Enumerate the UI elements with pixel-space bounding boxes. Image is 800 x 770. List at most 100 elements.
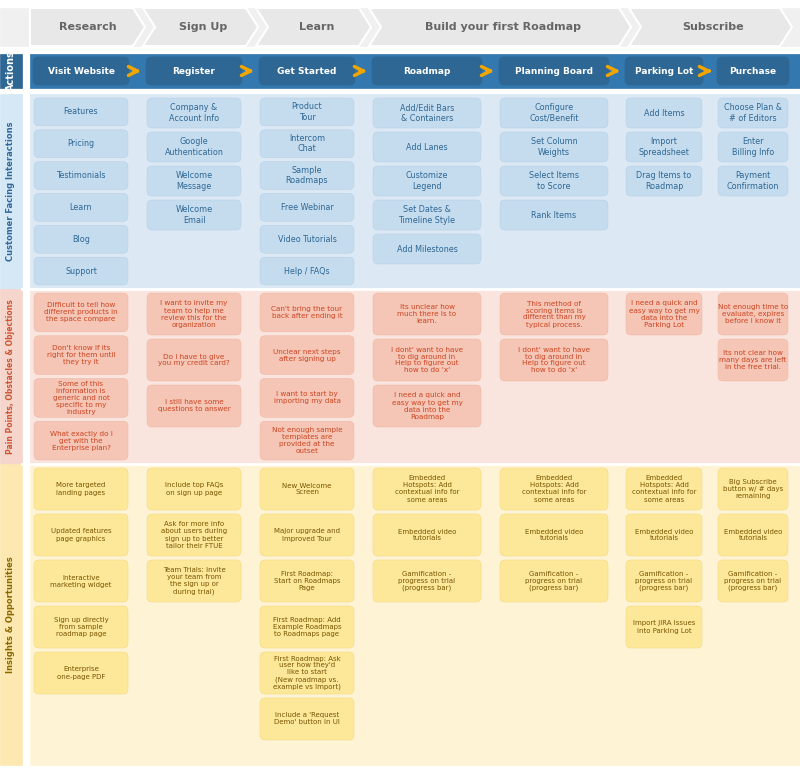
FancyBboxPatch shape [30,94,800,289]
Text: Choose Plan &
# of Editors: Choose Plan & # of Editors [724,103,782,122]
FancyBboxPatch shape [373,234,481,264]
FancyBboxPatch shape [147,98,241,128]
Text: Parking Lot: Parking Lot [635,66,693,75]
Text: Some of this
information is
generic and not
specific to my
industry: Some of this information is generic and … [53,381,110,415]
Text: Sign Up: Sign Up [179,22,228,32]
FancyBboxPatch shape [34,379,128,417]
Text: This method of
scoring items is
different than my
typical process.: This method of scoring items is differen… [522,300,586,327]
Text: I dont' want to have
to dig around in
Help to figure out
how to do 'x': I dont' want to have to dig around in He… [518,346,590,373]
Text: Free Webinar: Free Webinar [281,203,334,212]
Text: Welcome
Email: Welcome Email [175,206,213,225]
FancyBboxPatch shape [34,293,128,332]
Text: Subscribe: Subscribe [682,22,744,32]
Text: Enterprise
one-page PDF: Enterprise one-page PDF [57,667,105,679]
Text: Sign up directly
from sample
roadmap page: Sign up directly from sample roadmap pag… [54,617,108,637]
Text: Roadmap: Roadmap [403,66,450,75]
Text: Embedded
Hotspots: Add
contextual info for
some areas: Embedded Hotspots: Add contextual info f… [522,476,586,503]
Text: Rank Items: Rank Items [531,210,577,219]
Text: First Roadmap: Add
Example Roadmaps
to Roadmaps page: First Roadmap: Add Example Roadmaps to R… [273,617,342,637]
Text: Embedded video
tutorials: Embedded video tutorials [635,528,693,541]
Text: Include top FAQs
on sign up page: Include top FAQs on sign up page [165,483,223,496]
FancyBboxPatch shape [260,421,354,460]
FancyBboxPatch shape [34,98,128,126]
Text: Planning Board: Planning Board [515,66,593,75]
Text: Support: Support [65,266,97,276]
Text: I want to invite my
team to help me
review this for the
organization: I want to invite my team to help me revi… [160,300,228,327]
Text: Big Subscribe
button w/ # days
remaining: Big Subscribe button w/ # days remaining [723,479,783,499]
Text: Don't know if its
right for them until
they try it: Don't know if its right for them until t… [46,345,115,365]
Text: Gamification -
progress on trial
(progress bar): Gamification - progress on trial (progre… [398,571,455,591]
Text: New Welcome
Screen: New Welcome Screen [282,483,332,496]
Text: Enter
Billing Info: Enter Billing Info [732,137,774,157]
Text: Its not clear how
many days are left
in the free trial.: Its not clear how many days are left in … [719,350,786,370]
Text: Build your first Roadmap: Build your first Roadmap [425,22,581,32]
FancyBboxPatch shape [0,54,22,88]
FancyBboxPatch shape [626,293,702,335]
Text: Payment
Confirmation: Payment Confirmation [727,171,779,191]
FancyBboxPatch shape [372,57,482,85]
FancyBboxPatch shape [34,257,128,285]
Text: Set Column
Weights: Set Column Weights [530,137,578,157]
Text: I need a quick and
easy way to get my
data into the
Parking Lot: I need a quick and easy way to get my da… [629,300,699,327]
FancyBboxPatch shape [34,226,128,253]
FancyBboxPatch shape [373,560,481,602]
FancyBboxPatch shape [34,421,128,460]
Text: Company &
Account Info: Company & Account Info [169,103,219,122]
Text: Insights & Opportunities: Insights & Opportunities [6,556,15,673]
Text: Do I have to give
you my credit card?: Do I have to give you my credit card? [158,353,230,367]
Text: Add/Edit Bars
& Containers: Add/Edit Bars & Containers [400,103,454,122]
FancyBboxPatch shape [0,8,800,46]
Text: Register: Register [173,66,215,75]
Text: Gamification -
progress on trial
(progress bar): Gamification - progress on trial (progre… [725,571,782,591]
FancyBboxPatch shape [718,560,788,602]
Text: First Roadmap:
Start on Roadmaps
Page: First Roadmap: Start on Roadmaps Page [274,571,340,591]
Text: Product
Tour: Product Tour [292,102,322,122]
Text: Intercom
Chat: Intercom Chat [289,134,325,153]
FancyBboxPatch shape [34,130,128,158]
Text: Customize
Legend: Customize Legend [406,171,448,191]
FancyBboxPatch shape [626,132,702,162]
FancyBboxPatch shape [147,200,241,230]
Polygon shape [30,8,145,46]
Text: Sample
Roadmaps: Sample Roadmaps [286,166,328,186]
FancyBboxPatch shape [500,98,608,128]
Text: Gamification -
progress on trial
(progress bar): Gamification - progress on trial (progre… [635,571,693,591]
FancyBboxPatch shape [718,166,788,196]
Text: First Roadmap: Ask
user how they'd
like to start
(New roadmap vs.
example vs Imp: First Roadmap: Ask user how they'd like … [273,655,341,691]
Text: Not enough sample
templates are
provided at the
outset: Not enough sample templates are provided… [272,427,342,454]
FancyBboxPatch shape [260,514,354,556]
FancyBboxPatch shape [34,336,128,374]
Text: Features: Features [64,108,98,116]
Text: Interactive
marketing widget: Interactive marketing widget [50,574,112,588]
FancyBboxPatch shape [0,464,22,765]
Text: I dont' want to have
to dig around in
Help to figure out
how to do 'x': I dont' want to have to dig around in He… [391,346,463,373]
Text: Add Items: Add Items [644,109,684,118]
FancyBboxPatch shape [34,468,128,510]
Text: Import
Spreadsheet: Import Spreadsheet [638,137,690,157]
FancyBboxPatch shape [718,339,788,381]
FancyBboxPatch shape [500,339,608,381]
FancyBboxPatch shape [260,226,354,253]
FancyBboxPatch shape [147,166,241,196]
Text: Unclear next steps
after signing up: Unclear next steps after signing up [273,349,341,362]
Text: Can't bring the tour
back after ending it: Can't bring the tour back after ending i… [271,306,342,319]
FancyBboxPatch shape [500,200,608,230]
FancyBboxPatch shape [500,468,608,510]
Text: Not enough time to
evaluate, expires
before I know it: Not enough time to evaluate, expires bef… [718,304,788,324]
FancyBboxPatch shape [260,379,354,417]
FancyBboxPatch shape [34,560,128,602]
Text: I need a quick and
easy way to get my
data into the
Roadmap: I need a quick and easy way to get my da… [391,393,462,420]
FancyBboxPatch shape [718,293,788,335]
Text: Updated features
page graphics: Updated features page graphics [50,528,111,541]
FancyBboxPatch shape [260,162,354,189]
FancyBboxPatch shape [30,54,800,88]
Text: Embedded video
tutorials: Embedded video tutorials [525,528,583,541]
FancyBboxPatch shape [500,293,608,335]
FancyBboxPatch shape [34,514,128,556]
FancyBboxPatch shape [373,468,481,510]
FancyBboxPatch shape [260,130,354,158]
Text: Ask for more info
about users during
sign up to better
tailor their FTUE: Ask for more info about users during sig… [161,521,227,548]
FancyBboxPatch shape [30,464,800,765]
Text: Welcome
Message: Welcome Message [175,171,213,191]
FancyBboxPatch shape [34,652,128,694]
